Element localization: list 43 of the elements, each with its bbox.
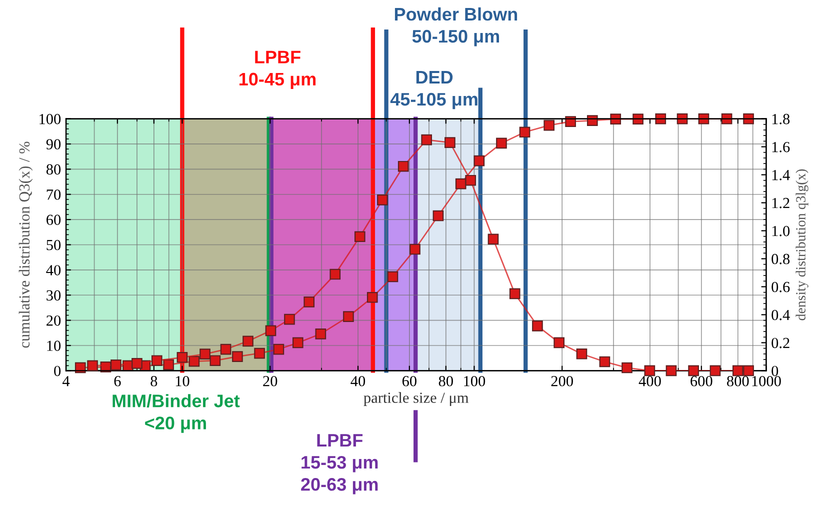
y-axis-title: cumulative distribution Q3(x) / % bbox=[18, 142, 33, 348]
x-tick-label: 400 bbox=[638, 376, 661, 386]
y2-tick-label: 1.4 bbox=[772, 170, 790, 180]
x-tick-label: 200 bbox=[551, 376, 573, 386]
x-tick-label: 8 bbox=[150, 376, 158, 386]
y2-tick-label: 0.4 bbox=[772, 310, 790, 320]
y-tick-label: 20 bbox=[46, 315, 61, 326]
y-tick-label: 30 bbox=[46, 290, 61, 301]
x-axis-title: particle size / μm bbox=[364, 392, 469, 406]
y2-tick-label: 1.8 bbox=[772, 114, 790, 124]
y-tick-label: 10 bbox=[47, 340, 61, 351]
x-tick-label: 600 bbox=[690, 376, 712, 386]
ref-line-label: MIM/Binder Jet <20 μm bbox=[112, 394, 240, 433]
y2-axis-title: density distribution q3lg(x) bbox=[796, 169, 808, 320]
x-tick-label: 60 bbox=[402, 376, 416, 386]
x-tick-label: 6 bbox=[114, 376, 121, 386]
y-tick-label: 50 bbox=[46, 240, 61, 250]
ref-line-label: Powder Blown 50-150 μm bbox=[394, 7, 518, 46]
y2-tick-label: 1.6 bbox=[772, 142, 790, 152]
x-tick-label: 20 bbox=[263, 376, 278, 386]
y-tick-label: 0 bbox=[54, 366, 61, 376]
y-tick-label: 80 bbox=[46, 164, 61, 175]
y-tick-label: 60 bbox=[46, 214, 61, 225]
y-tick-label: 70 bbox=[46, 189, 61, 200]
y2-tick-label: 0.8 bbox=[772, 254, 790, 264]
x-tick-label: 80 bbox=[438, 376, 453, 386]
x-tick-label: 10 bbox=[176, 376, 190, 386]
x-tick-label: 800 bbox=[727, 376, 749, 386]
y2-tick-label: 0 bbox=[772, 366, 778, 376]
y2-tick-label: 0.2 bbox=[772, 338, 790, 348]
y-tick-label: 100 bbox=[40, 114, 61, 124]
ref-line-label: LPBF 15-53 μm 20-63 μm bbox=[301, 434, 378, 494]
x-tick-label: 4 bbox=[62, 376, 70, 386]
y2-tick-label: 1.2 bbox=[772, 198, 790, 208]
ref-line-label: DED 45-105 μm bbox=[390, 71, 478, 110]
ref-line-label: LPBF 10-45 μm bbox=[239, 50, 316, 90]
y2-tick-label: 0.6 bbox=[772, 282, 790, 292]
y-tick-label: 40 bbox=[46, 265, 61, 276]
x-tick-label: 40 bbox=[350, 376, 366, 386]
x-tick-label: 100 bbox=[464, 376, 486, 386]
y-tick-label: 90 bbox=[46, 139, 61, 150]
x-tick-label: 1000 bbox=[752, 376, 781, 386]
y2-tick-label: 1.0 bbox=[772, 226, 790, 236]
